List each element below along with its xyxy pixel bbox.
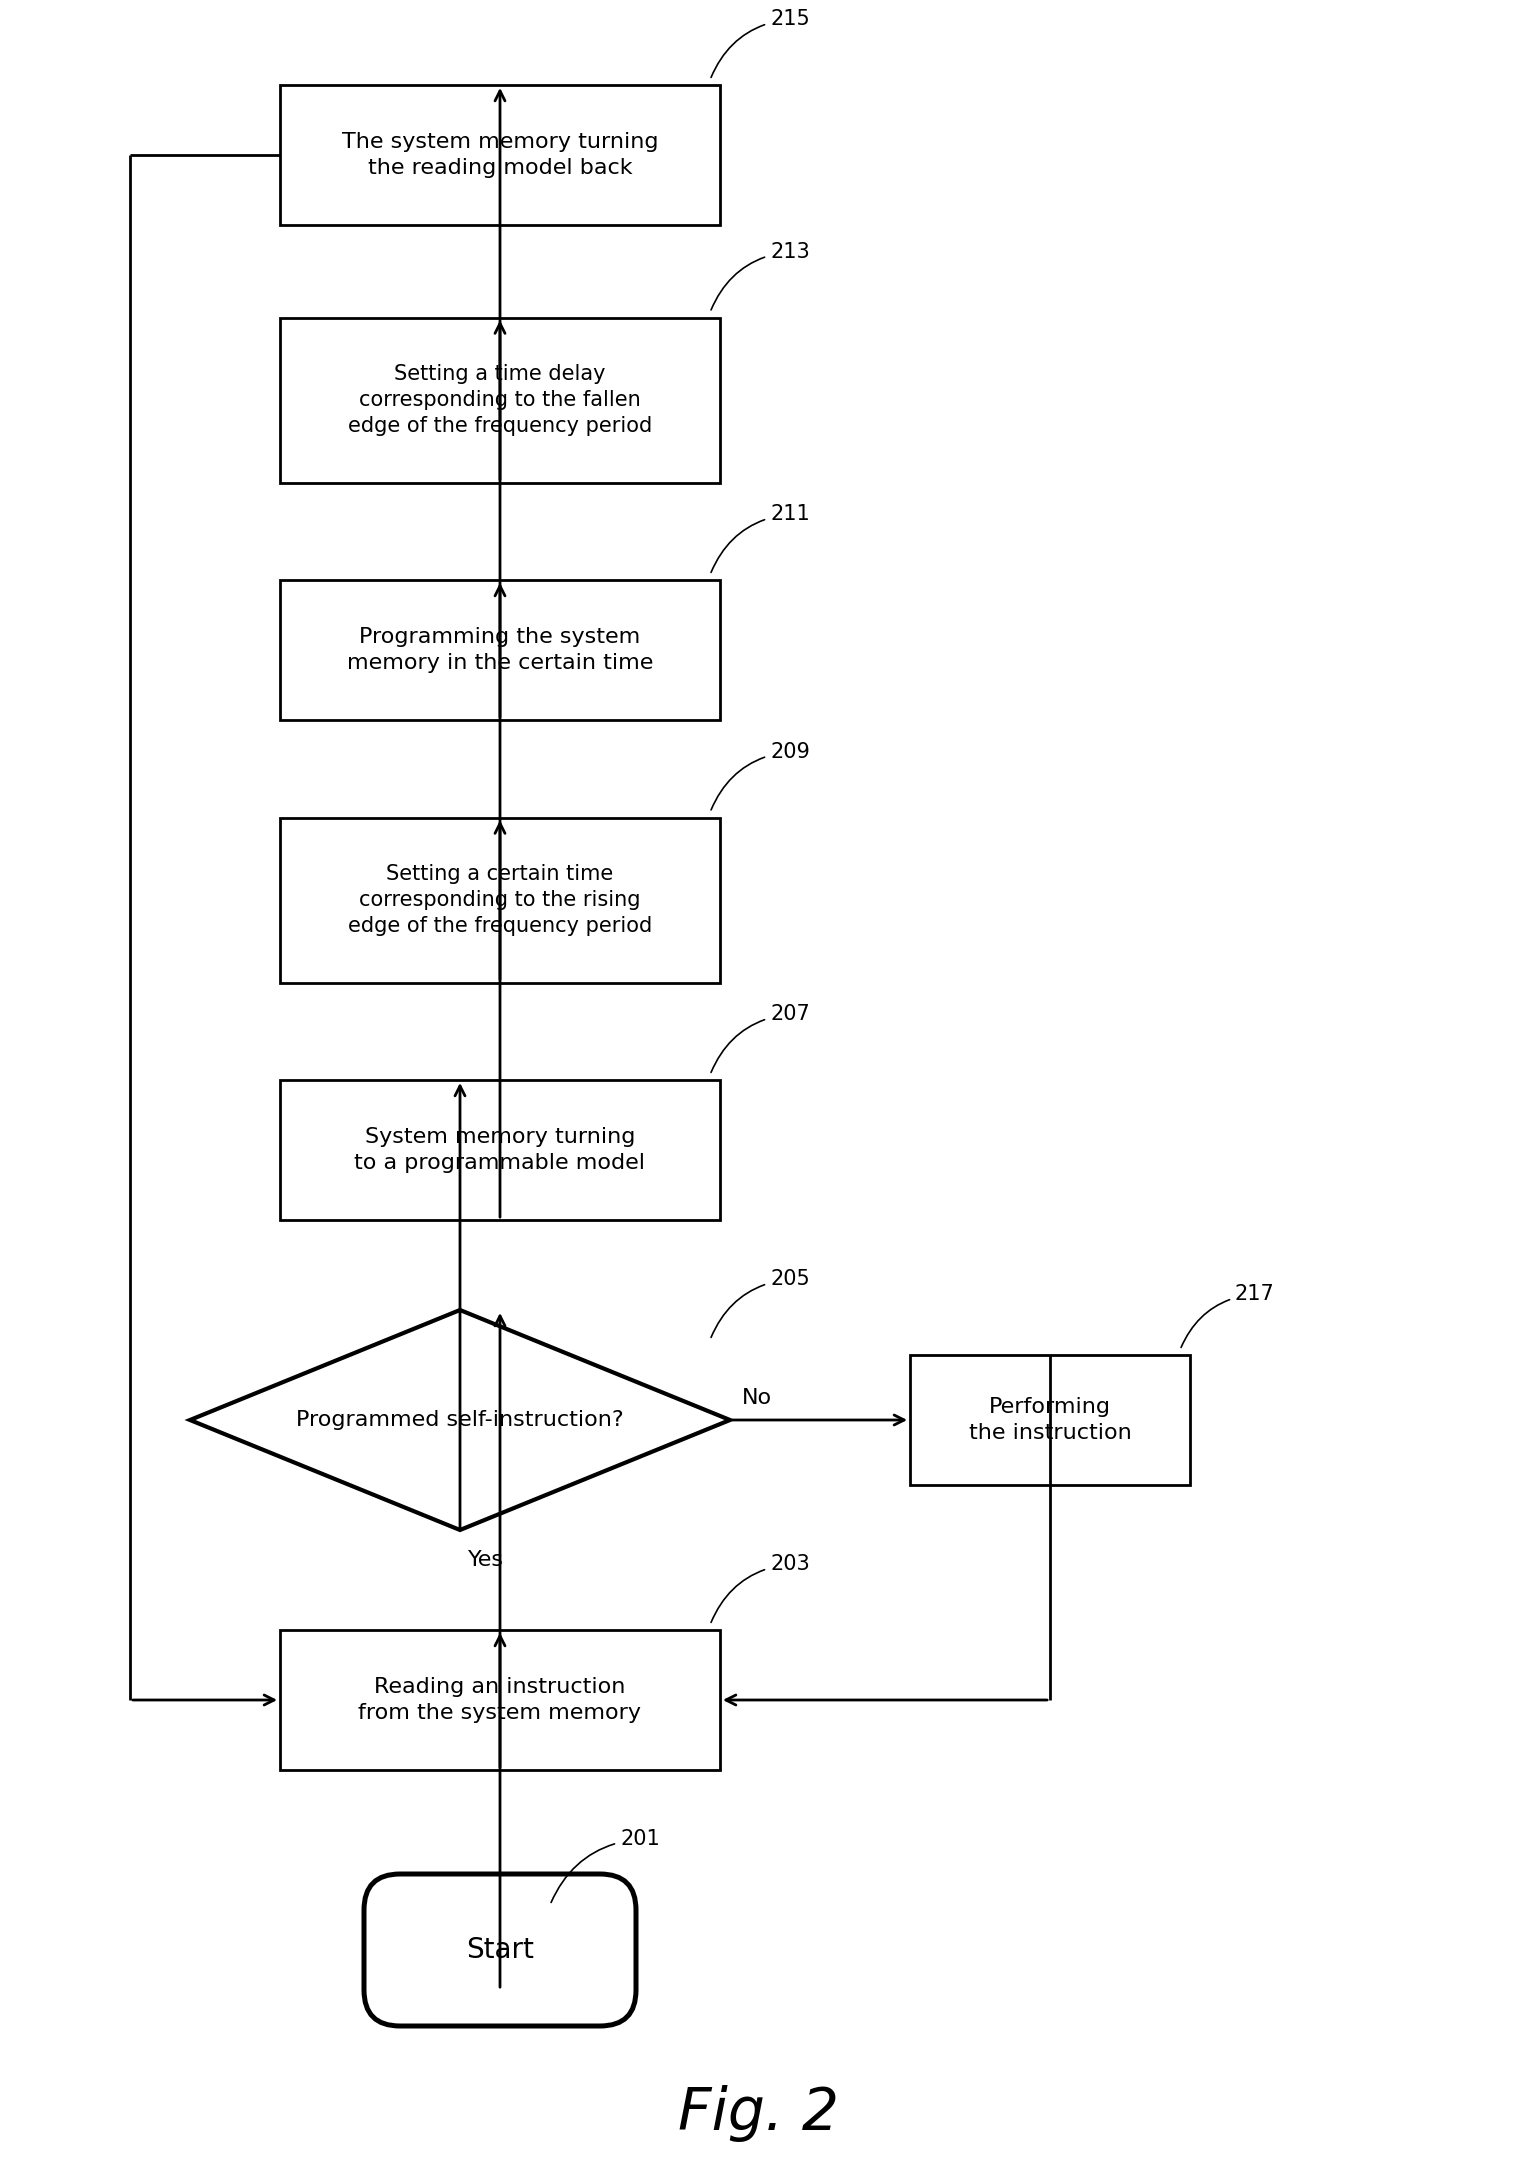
Text: 201: 201 [552, 1830, 659, 1901]
Bar [280, 317, 720, 482]
Bar [280, 85, 720, 226]
Text: Start: Start [465, 1936, 534, 1964]
Text: 213: 213 [711, 241, 810, 311]
Text: Setting a certain time
corresponding to the rising
edge of the frequency period: Setting a certain time corresponding to … [347, 863, 652, 937]
Text: 211: 211 [711, 504, 810, 571]
FancyBboxPatch shape [364, 1873, 637, 2025]
Text: 203: 203 [711, 1554, 810, 1623]
Text: Setting a time delay
corresponding to the fallen
edge of the frequency period: Setting a time delay corresponding to th… [347, 363, 652, 437]
Text: Fig. 2: Fig. 2 [678, 2084, 838, 2143]
Text: Yes: Yes [468, 1549, 503, 1571]
Polygon shape [190, 1310, 731, 1530]
Bar [910, 1356, 1190, 1484]
Text: The system memory turning
the reading model back: The system memory turning the reading mo… [341, 133, 658, 178]
Bar [280, 1630, 720, 1771]
Bar [280, 1080, 720, 1219]
Text: 209: 209 [711, 741, 810, 811]
Text: No: No [741, 1389, 772, 1408]
Bar [280, 817, 720, 982]
Text: Programming the system
memory in the certain time: Programming the system memory in the cer… [347, 626, 653, 674]
Text: 217: 217 [1181, 1284, 1275, 1347]
Bar [280, 580, 720, 719]
Text: 215: 215 [711, 9, 810, 78]
Text: 205: 205 [711, 1269, 810, 1336]
Text: Performing
the instruction: Performing the instruction [969, 1397, 1131, 1443]
Text: Reading an instruction
from the system memory: Reading an instruction from the system m… [358, 1678, 641, 1723]
Text: 207: 207 [711, 1004, 810, 1073]
Text: Programmed self-instruction?: Programmed self-instruction? [296, 1410, 623, 1430]
Text: System memory turning
to a programmable model: System memory turning to a programmable … [355, 1128, 646, 1173]
